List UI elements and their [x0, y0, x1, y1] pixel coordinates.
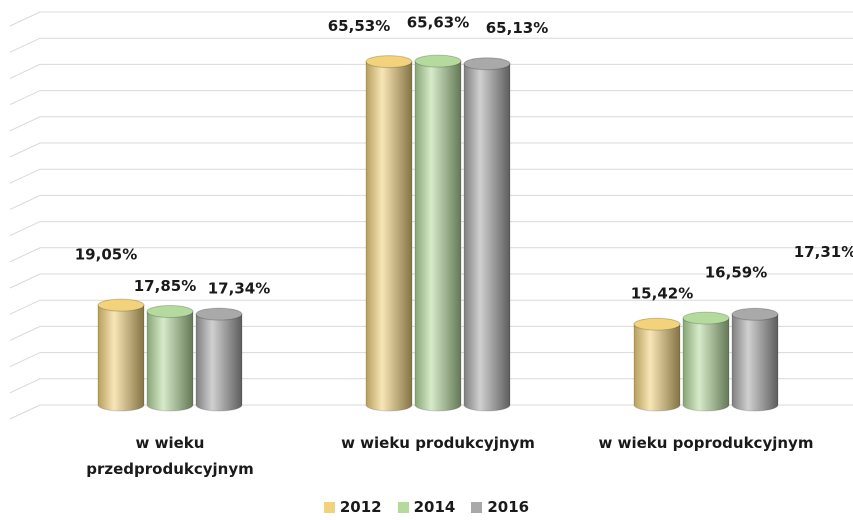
- cylinder-body: [731, 313, 779, 412]
- legend-label: 2016: [487, 498, 530, 516]
- cylinder-top: [97, 298, 145, 312]
- grid-line: [9, 116, 853, 132]
- bar: [365, 55, 413, 412]
- cylinder-top: [731, 307, 779, 321]
- bar: [97, 298, 145, 412]
- data-label: 17,34%: [208, 280, 270, 298]
- cylinder-body: [682, 317, 730, 412]
- grid-line: [9, 221, 853, 237]
- cylinder-top: [682, 311, 730, 325]
- data-label: 17,85%: [134, 277, 196, 295]
- cylinder-top: [633, 317, 681, 331]
- bar: [682, 311, 730, 412]
- cylinder-top: [463, 57, 511, 71]
- grid-line: [9, 299, 853, 315]
- grid-line: [9, 247, 853, 263]
- cylinder-body: [414, 60, 462, 412]
- cylinder-body: [195, 313, 243, 412]
- cylinder-body: [97, 304, 145, 412]
- x-tick-label: w wieku przedprodukcyjnym: [86, 434, 254, 478]
- bar: [633, 317, 681, 412]
- cylinder-top: [195, 307, 243, 321]
- grid-line: [9, 142, 853, 158]
- grid-line: [9, 168, 853, 184]
- legend-item: 2014: [397, 498, 456, 516]
- legend-swatch: [323, 501, 335, 513]
- x-tick-label: w wieku poprodukcyjnym: [598, 434, 814, 452]
- grid-line: [9, 325, 853, 341]
- bar: [195, 307, 243, 412]
- bar: [146, 304, 194, 412]
- data-label: 65,63%: [407, 14, 469, 32]
- legend-swatch: [397, 501, 409, 513]
- data-label: 17,31%: [794, 243, 853, 261]
- x-tick-label: w wieku produkcyjnym: [341, 434, 535, 452]
- legend-item: 2016: [471, 498, 529, 516]
- data-label: 16,59%: [705, 264, 767, 282]
- data-label: 15,42%: [631, 285, 693, 303]
- cylinder-body: [146, 310, 194, 412]
- cylinder-top: [146, 304, 194, 318]
- cylinder-top: [414, 54, 462, 68]
- legend-label: 2012: [339, 498, 382, 516]
- grid-line: [9, 378, 853, 394]
- plot: 19,05% 17,85% 17,34% 65,53% 65,63% 65,13% 15,4…: [9, 11, 853, 420]
- grid-line: [9, 404, 853, 420]
- legend: 2012 2014 2016: [0, 498, 853, 516]
- legend-item: 2012: [323, 498, 382, 516]
- grid-line: [9, 11, 853, 27]
- cylinder-body: [633, 323, 681, 412]
- legend-label: 2014: [413, 498, 456, 516]
- data-label: 65,53%: [328, 17, 390, 35]
- bar: [731, 307, 779, 412]
- grid-line: [9, 63, 853, 79]
- grid-line: [9, 90, 853, 106]
- grid-line: [9, 273, 853, 289]
- legend-swatch: [471, 501, 483, 513]
- data-label: 19,05%: [75, 246, 137, 264]
- grid-line: [9, 194, 853, 210]
- cylinder-body: [365, 61, 413, 412]
- bar: [463, 57, 511, 412]
- bar: [414, 54, 462, 412]
- grid-line: [9, 352, 853, 368]
- cylinder-top: [365, 55, 413, 69]
- grid-line: [9, 37, 853, 53]
- data-label: 65,13%: [486, 19, 548, 37]
- cylinder-body: [463, 63, 511, 412]
